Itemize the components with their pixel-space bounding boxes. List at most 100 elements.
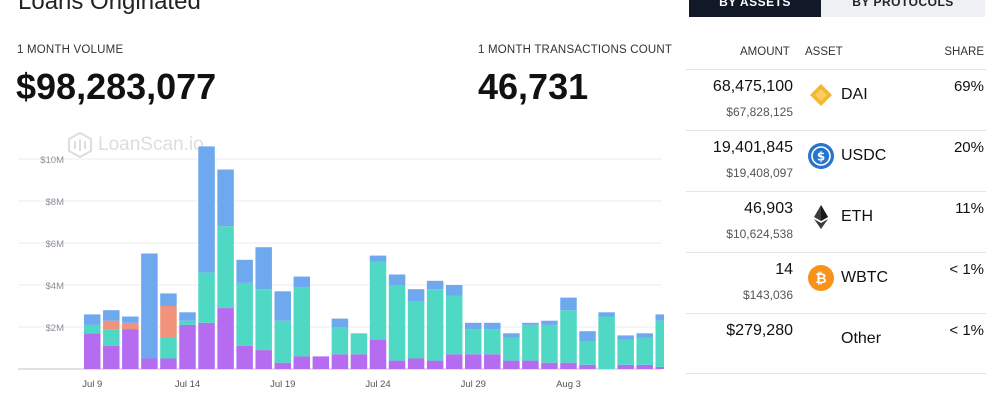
bar-segment xyxy=(84,324,101,334)
bar-segment xyxy=(465,322,482,330)
y-tick-label: $8M xyxy=(46,197,65,208)
bar-segment xyxy=(331,327,349,355)
volume-value: $98,283,077 xyxy=(16,66,217,107)
bar-segment xyxy=(503,360,520,369)
bar-segment xyxy=(103,310,120,321)
bar-segment xyxy=(407,289,425,302)
bar-segment xyxy=(617,339,634,365)
bar-segment xyxy=(522,322,539,325)
bar-segment xyxy=(122,322,139,330)
by-protocols-tab[interactable]: BY PROTOCOLS xyxy=(821,0,985,17)
table-bottom-divider xyxy=(686,373,986,374)
bar-segment xyxy=(503,337,520,361)
watermark-text: LoanScan.io xyxy=(98,134,204,155)
bar-segment xyxy=(198,272,215,323)
table-row: 14 $143,036 ₿ WBTC < 1% xyxy=(686,252,986,314)
bar-segment xyxy=(236,282,253,346)
bar-segment xyxy=(617,364,634,369)
by-assets-tab[interactable]: BY ASSETS xyxy=(689,0,821,17)
x-tick-label: Jul 19 xyxy=(270,379,295,390)
bar-segment xyxy=(293,287,311,357)
bar-segment xyxy=(274,320,291,363)
bar-segment xyxy=(255,247,272,290)
bar-segment xyxy=(484,329,501,355)
bar-segment xyxy=(141,253,158,359)
assets-table-header: AMOUNT ASSET SHARE xyxy=(686,44,986,68)
bar-segment xyxy=(560,297,577,311)
bar-segment xyxy=(198,322,215,369)
y-tick-label: $4M xyxy=(46,281,65,292)
x-tick-label: Jul 24 xyxy=(365,379,390,390)
loans-chart-svg: $2M $4M $6M $8M $10M Jul 9 Jul 14 Jul 19 Jul 24 J… xyxy=(18,146,664,390)
bar-segment xyxy=(103,329,120,346)
share-value: < 1% xyxy=(949,322,984,339)
loanscan-watermark: LoanScan.io xyxy=(66,131,204,159)
x-tick-label: Aug 3 xyxy=(556,379,581,390)
bar-segment xyxy=(369,261,387,340)
bar-segment xyxy=(598,312,615,317)
bar-segment xyxy=(503,333,520,338)
table-row: $279,280 Other < 1% xyxy=(686,313,986,375)
bar-segment xyxy=(426,289,444,361)
x-tick-label: Jul 14 xyxy=(175,379,200,390)
bar-segment xyxy=(236,345,253,369)
bar-segment xyxy=(617,335,634,340)
bar-segment xyxy=(465,354,482,369)
table-row: 68,475,100 $67,828,125 DAI 69% xyxy=(686,69,986,131)
bar-segment xyxy=(541,324,558,363)
bar-segment xyxy=(445,295,463,355)
bar-segment xyxy=(407,358,425,369)
bar-segment xyxy=(160,293,177,306)
y-tick-label: $2M xyxy=(46,323,65,334)
bar-segment xyxy=(255,350,272,369)
bar-segment xyxy=(655,320,664,367)
x-tick-label: Jul 9 xyxy=(82,379,102,390)
bar-segment xyxy=(579,364,596,369)
bar-segment xyxy=(198,146,215,273)
y-tick-label: $6M xyxy=(46,239,65,250)
bar-segment xyxy=(179,312,196,321)
bar-segment xyxy=(122,316,139,323)
bar-segment xyxy=(445,354,463,369)
bar-segment xyxy=(655,314,664,321)
bar-segment xyxy=(541,362,558,369)
amount-value: 19,401,845 xyxy=(712,139,793,156)
bar-segment xyxy=(598,316,615,369)
bar-segment xyxy=(160,358,177,369)
page-title: Loans Originated xyxy=(18,0,201,15)
share-header: SHARE xyxy=(944,46,984,58)
asset-name: USDC xyxy=(841,147,887,164)
asset-name: Other xyxy=(841,330,882,347)
x-tick-label: Jul 29 xyxy=(461,379,486,390)
asset-name: WBTC xyxy=(841,269,889,286)
usd-value: $143,036 xyxy=(742,288,793,302)
y-tick-label: $10M xyxy=(40,155,64,166)
bar-segment xyxy=(388,274,406,285)
table-row: 19,401,845 $19,408,097 $ USDC 20% xyxy=(686,130,986,192)
bar-segment xyxy=(103,320,120,330)
bar-segment xyxy=(636,333,653,338)
svg-text:₿: ₿ xyxy=(815,271,826,287)
bar-segment xyxy=(179,324,196,369)
bar-segment xyxy=(179,320,196,325)
bar-segment xyxy=(655,366,664,369)
usdc-icon: $ xyxy=(808,143,834,169)
usd-value: $10,624,538 xyxy=(726,227,793,241)
bar-segment xyxy=(407,301,425,359)
bar-segment xyxy=(560,310,577,363)
volume-label: 1 MONTH VOLUME xyxy=(17,44,124,56)
bar-segment xyxy=(331,354,349,369)
bar-segment xyxy=(522,324,539,361)
bar-segment xyxy=(293,356,311,369)
bar-segment xyxy=(541,320,558,325)
bar-segment xyxy=(103,345,120,369)
bar-segment xyxy=(217,308,234,369)
eth-icon xyxy=(814,205,828,229)
bar-segment xyxy=(84,333,101,369)
share-value: 20% xyxy=(953,139,984,156)
bar-segment xyxy=(388,285,406,361)
bar-segment xyxy=(236,259,253,283)
loans-chart: $2M $4M $6M $8M $10M Jul 9 Jul 14 Jul 19 Jul 24 J… xyxy=(14,128,664,393)
share-value: < 1% xyxy=(949,261,984,278)
amount-value: 14 xyxy=(775,261,793,278)
